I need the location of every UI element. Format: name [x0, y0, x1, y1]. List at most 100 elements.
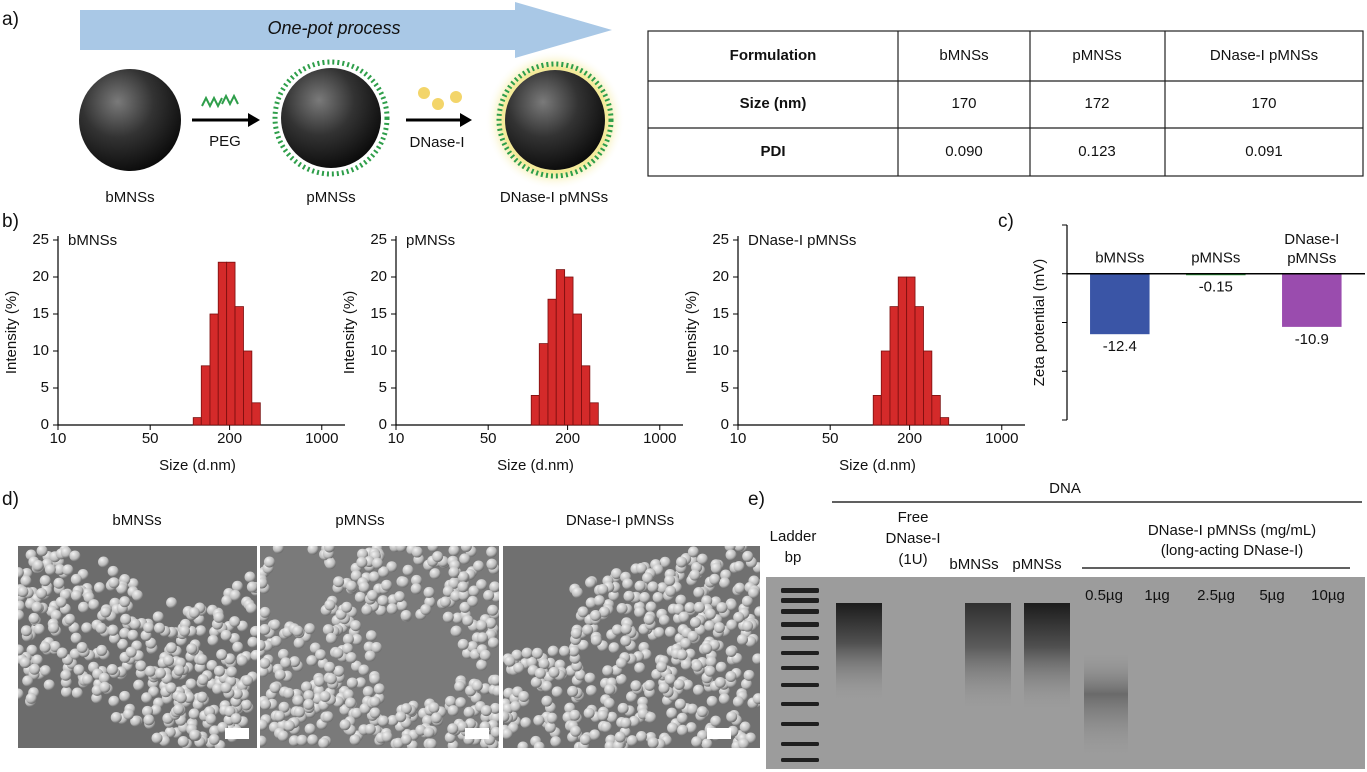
x-axis-label: Size (d.nm) — [497, 457, 574, 474]
sem-particle — [177, 735, 189, 747]
sem-particle — [415, 724, 427, 736]
y-tick-label: 20 — [32, 268, 49, 285]
gel-ladder — [781, 588, 819, 762]
sem-particle — [410, 583, 422, 595]
sem-particle — [739, 721, 751, 733]
sem-particle — [604, 740, 616, 748]
dose-label: 10µg — [1311, 587, 1345, 604]
sem-particle — [18, 609, 25, 621]
sem-particle — [303, 690, 315, 702]
sem-particle — [28, 612, 40, 624]
sem-particle — [634, 606, 646, 618]
sem-particle — [64, 613, 76, 625]
sem-particle — [154, 667, 166, 679]
sem-particle — [658, 682, 670, 694]
sem-particle — [715, 661, 727, 673]
gel-smear — [965, 603, 1011, 713]
bar — [1090, 273, 1150, 335]
peg-shell — [272, 59, 390, 177]
sem-particle — [18, 644, 25, 656]
sem-particle — [292, 695, 304, 707]
sem-particle — [457, 581, 469, 593]
sem-particle — [373, 683, 385, 695]
sem-particle — [468, 585, 480, 597]
sem-particle — [188, 708, 200, 720]
sem-particle — [370, 642, 382, 654]
sem-particle — [710, 715, 722, 727]
bar — [530, 394, 540, 426]
sem-particle — [517, 741, 529, 748]
sem-particle — [589, 610, 601, 622]
sem-particle — [78, 601, 90, 613]
sem-particle — [345, 697, 357, 709]
ladder-band — [781, 609, 819, 614]
sem-particle — [151, 732, 163, 744]
table-cell: PDI — [760, 143, 785, 160]
sem-particle — [411, 546, 423, 558]
sem-particle — [250, 625, 257, 637]
sem-particle — [371, 557, 383, 569]
sem-particle — [513, 662, 525, 674]
sem-particle — [460, 546, 472, 553]
y-axis-label: Intensity (%) — [341, 291, 358, 374]
sem-particle — [293, 637, 305, 649]
sem-particle — [518, 691, 530, 703]
x-tick-label: 200 — [555, 430, 580, 447]
sem-particle — [306, 655, 318, 667]
bar — [589, 402, 599, 426]
sem-particle — [448, 546, 460, 556]
bar — [538, 343, 549, 426]
sem-particle — [127, 578, 139, 590]
ladder-band — [781, 758, 819, 762]
sem-particle — [341, 601, 353, 613]
sem-particle — [742, 550, 754, 562]
sem-particle — [165, 682, 177, 694]
bar — [217, 261, 228, 426]
sem-particle — [725, 549, 737, 561]
sem-particle — [600, 721, 612, 733]
sem-particle — [686, 703, 698, 715]
sem-particle — [98, 672, 110, 684]
sem-particle — [740, 678, 752, 690]
sem-particle — [630, 680, 642, 692]
sem-particle — [733, 560, 745, 572]
sem-particle — [400, 734, 412, 746]
sem-particle — [378, 566, 390, 578]
sem-particle — [743, 669, 755, 681]
y-tick-label: 20 — [370, 268, 387, 285]
sem-particle — [567, 685, 579, 697]
bar — [581, 365, 591, 426]
table-cell: 0.123 — [1078, 143, 1116, 160]
ladder-band — [781, 722, 819, 726]
sem-particle — [450, 625, 462, 637]
sem-particle — [381, 579, 393, 591]
sem-particle — [283, 720, 295, 732]
sem-particle — [644, 679, 656, 691]
sem-particle — [36, 587, 48, 599]
sem-particle — [342, 643, 354, 655]
chart-title: bMNSs — [68, 232, 117, 249]
x-tick-label: 10 — [388, 430, 405, 447]
sem-particle — [69, 648, 81, 660]
sem-particle — [486, 546, 498, 558]
sem-particle — [395, 546, 407, 552]
sem-particle — [521, 647, 533, 659]
sem-particle — [479, 649, 491, 661]
bar — [192, 417, 202, 426]
x-tick-label: 50 — [480, 430, 497, 447]
sem-particle — [450, 590, 462, 602]
sem-particle — [351, 707, 363, 719]
process-label: One-pot process — [267, 18, 400, 38]
sem-particle — [608, 590, 620, 602]
sem-particle — [685, 722, 697, 734]
sem-particle — [748, 587, 760, 599]
sem-particle — [163, 655, 175, 667]
sem-particle — [123, 708, 135, 720]
sem-particle — [480, 705, 492, 717]
gel-smear — [1024, 603, 1070, 713]
sem-particle — [455, 697, 467, 709]
sem-particle — [96, 644, 108, 656]
sem-particle — [725, 599, 737, 611]
lane-label: pMNSs — [1012, 556, 1061, 573]
y-axis-label: Intensity (%) — [3, 291, 20, 374]
